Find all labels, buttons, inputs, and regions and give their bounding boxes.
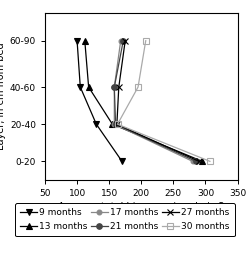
X-axis label: Average total biomass, in gdw/m2: Average total biomass, in gdw/m2 — [58, 202, 224, 212]
Y-axis label: Layer, in cm from bed: Layer, in cm from bed — [0, 43, 6, 150]
Legend: 9 months, 13 months, 17 months, 21 months, 27 months, 30 months: 9 months, 13 months, 17 months, 21 month… — [15, 203, 235, 236]
